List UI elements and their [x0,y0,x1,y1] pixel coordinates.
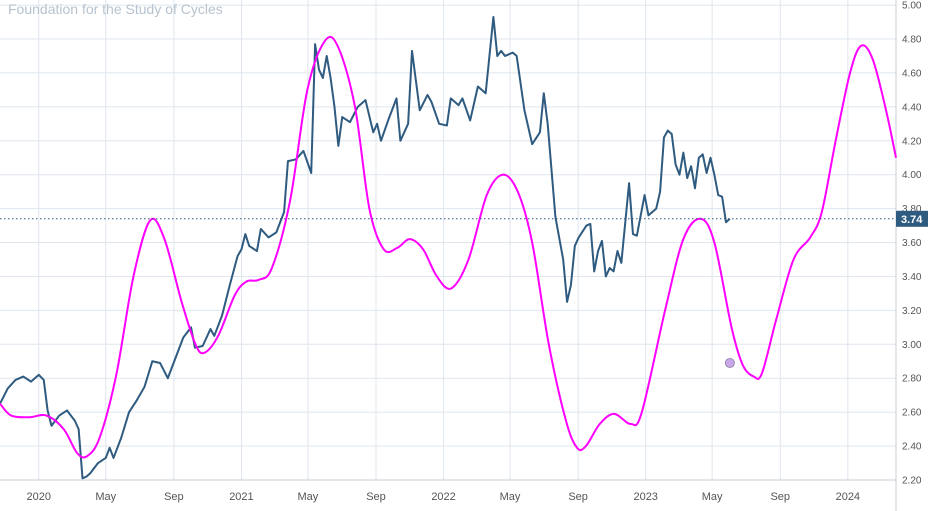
y-tick-label: 3.00 [902,340,922,351]
x-tick-label: 2024 [836,491,860,503]
x-tick-label: 2020 [27,491,51,503]
y-tick-label: 2.40 [902,442,922,453]
y-tick-label: 2.20 [902,476,922,487]
y-tick-label: 4.40 [902,102,922,113]
y-axis: 2.20 2.40 2.60 2.80 3.00 3.20 3.40 3.60 3.80 4.00… [902,1,922,487]
x-tick-label: 2023 [633,491,657,503]
x-tick-label: 2021 [229,491,253,503]
x-tick-label: May [702,491,723,503]
x-tick-label: 2022 [431,491,455,503]
y-tick-label: 4.00 [902,170,922,181]
cycle-line [0,35,897,459]
plot-area: 3.74 [0,15,928,480]
last-value-label: 3.74 [901,214,923,226]
x-tick-label: May [95,491,116,503]
x-tick-label: May [500,491,521,503]
last-value-badge [896,210,928,227]
price-line [0,15,731,480]
y-tick-label: 3.40 [902,272,922,283]
y-tick-label: 3.80 [902,204,922,215]
watermark: Foundation for the Study of Cycles [8,1,223,17]
x-tick-label: Sep [366,491,386,503]
y-tick-label: 5.00 [902,1,922,12]
x-axis: 2020 May Sep 2021 May Sep 2022 May Sep 2023 May Sep… [27,491,861,503]
y-tick-label: 4.80 [902,35,922,46]
y-tick-label: 3.20 [902,306,922,317]
y-tick-label: 4.20 [902,136,922,147]
x-tick-label: Sep [164,491,184,503]
y-tick-label: 2.80 [902,374,922,385]
y-tick-label: 4.60 [902,68,922,79]
x-tick-label: Sep [770,491,790,503]
y-tick-label: 2.60 [902,408,922,419]
y-tick-label: 3.60 [902,238,922,249]
x-tick-label: May [298,491,319,503]
cycle-marker [724,357,735,368]
grid-lines [0,0,897,511]
x-tick-label: Sep [568,491,588,503]
